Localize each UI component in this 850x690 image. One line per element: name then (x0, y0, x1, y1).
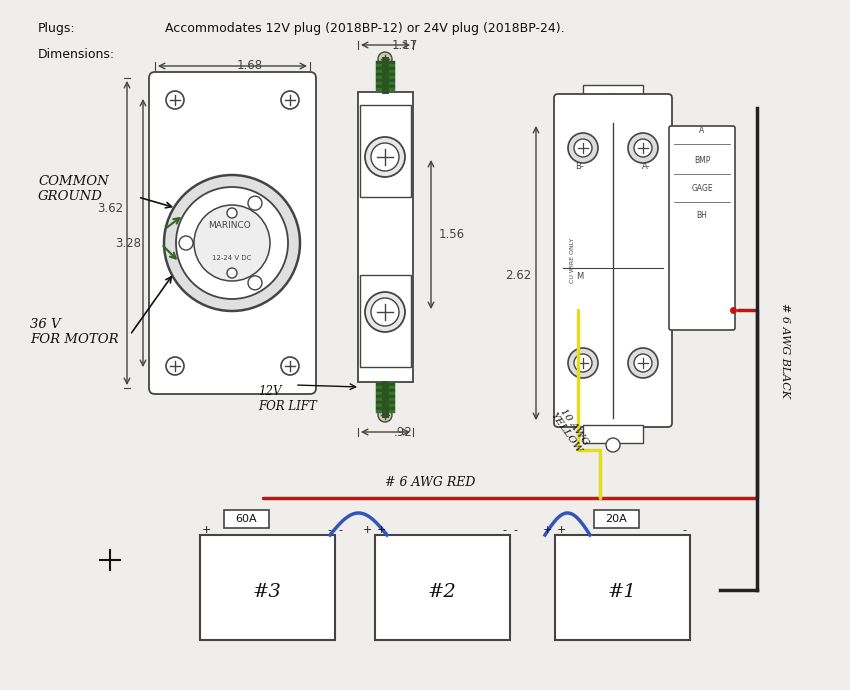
Bar (200, 535, 335, 640)
Circle shape (628, 348, 658, 378)
Text: GAGE: GAGE (691, 184, 713, 193)
Text: 36 V
FOR MOTOR: 36 V FOR MOTOR (30, 318, 119, 346)
Circle shape (248, 276, 262, 290)
Text: 60A: 60A (235, 514, 257, 524)
Text: 3.28: 3.28 (115, 237, 141, 250)
Text: 10 AWG
YELLOW: 10 AWG YELLOW (548, 405, 592, 455)
Text: +: + (377, 525, 386, 535)
Circle shape (574, 354, 592, 372)
Circle shape (281, 91, 299, 109)
Bar (358, 92, 413, 382)
Text: -: - (502, 525, 506, 535)
Circle shape (568, 348, 598, 378)
Circle shape (248, 196, 262, 210)
Circle shape (179, 236, 193, 250)
Text: -: - (513, 525, 517, 535)
Circle shape (378, 408, 392, 422)
Circle shape (166, 357, 184, 375)
Text: 3.62: 3.62 (97, 201, 123, 215)
FancyBboxPatch shape (669, 126, 735, 330)
Bar (360, 275, 411, 367)
Text: 20A: 20A (605, 514, 626, 524)
Text: #1: #1 (608, 583, 637, 601)
Bar (583, 85, 643, 103)
Circle shape (378, 52, 392, 66)
Bar (375, 535, 510, 640)
Text: 1.17: 1.17 (392, 39, 418, 52)
Text: 12V
FOR LIFT: 12V FOR LIFT (258, 385, 317, 413)
Text: 12-24 V DC: 12-24 V DC (212, 255, 252, 261)
Text: # 6 AWG BLACK: # 6 AWG BLACK (780, 302, 790, 397)
Text: Dimensions:: Dimensions: (38, 48, 115, 61)
Circle shape (574, 139, 592, 157)
Text: Plugs:: Plugs: (38, 22, 76, 35)
Text: M: M (576, 271, 584, 281)
Circle shape (371, 143, 399, 171)
Circle shape (371, 298, 399, 326)
Bar (583, 425, 643, 443)
Text: 1.56: 1.56 (439, 228, 465, 241)
Text: 2.62: 2.62 (505, 268, 531, 282)
Circle shape (281, 357, 299, 375)
Text: #2: #2 (428, 583, 456, 601)
Bar (360, 105, 411, 197)
Bar (555, 535, 690, 640)
Bar (224, 510, 269, 528)
Text: Accommodates 12V plug (2018BP-12) or 24V plug (2018BP-24).: Accommodates 12V plug (2018BP-12) or 24V… (165, 22, 564, 35)
Circle shape (606, 94, 620, 108)
Circle shape (634, 354, 652, 372)
Text: B-: B- (575, 161, 585, 170)
Text: #3: #3 (252, 583, 281, 601)
Circle shape (166, 91, 184, 109)
FancyBboxPatch shape (554, 94, 672, 427)
Text: A-: A- (642, 161, 650, 170)
Circle shape (568, 133, 598, 163)
Circle shape (194, 205, 270, 281)
Text: +: + (542, 525, 552, 535)
Circle shape (227, 208, 237, 218)
Text: MARINCO: MARINCO (208, 221, 252, 230)
Circle shape (227, 268, 237, 278)
Bar (594, 510, 639, 528)
Text: # 6 AWG RED: # 6 AWG RED (385, 477, 475, 489)
Text: CU WIRE ONLY: CU WIRE ONLY (570, 237, 575, 283)
Circle shape (365, 137, 405, 177)
Text: BMP: BMP (694, 155, 711, 164)
Circle shape (164, 175, 300, 311)
Text: +: + (556, 525, 566, 535)
Text: BH: BH (696, 210, 707, 219)
Text: 1.68: 1.68 (237, 59, 263, 72)
Text: -: - (338, 525, 342, 535)
Text: A: A (700, 126, 705, 135)
Text: +: + (201, 525, 211, 535)
Circle shape (606, 438, 620, 452)
Text: .92: .92 (394, 426, 412, 439)
Text: COMMON
GROUND: COMMON GROUND (38, 175, 109, 203)
Circle shape (365, 292, 405, 332)
Circle shape (176, 187, 288, 299)
FancyBboxPatch shape (149, 72, 316, 394)
Circle shape (628, 133, 658, 163)
Text: -: - (327, 525, 331, 535)
Circle shape (634, 139, 652, 157)
Text: -: - (682, 525, 686, 535)
Text: +: + (362, 525, 371, 535)
